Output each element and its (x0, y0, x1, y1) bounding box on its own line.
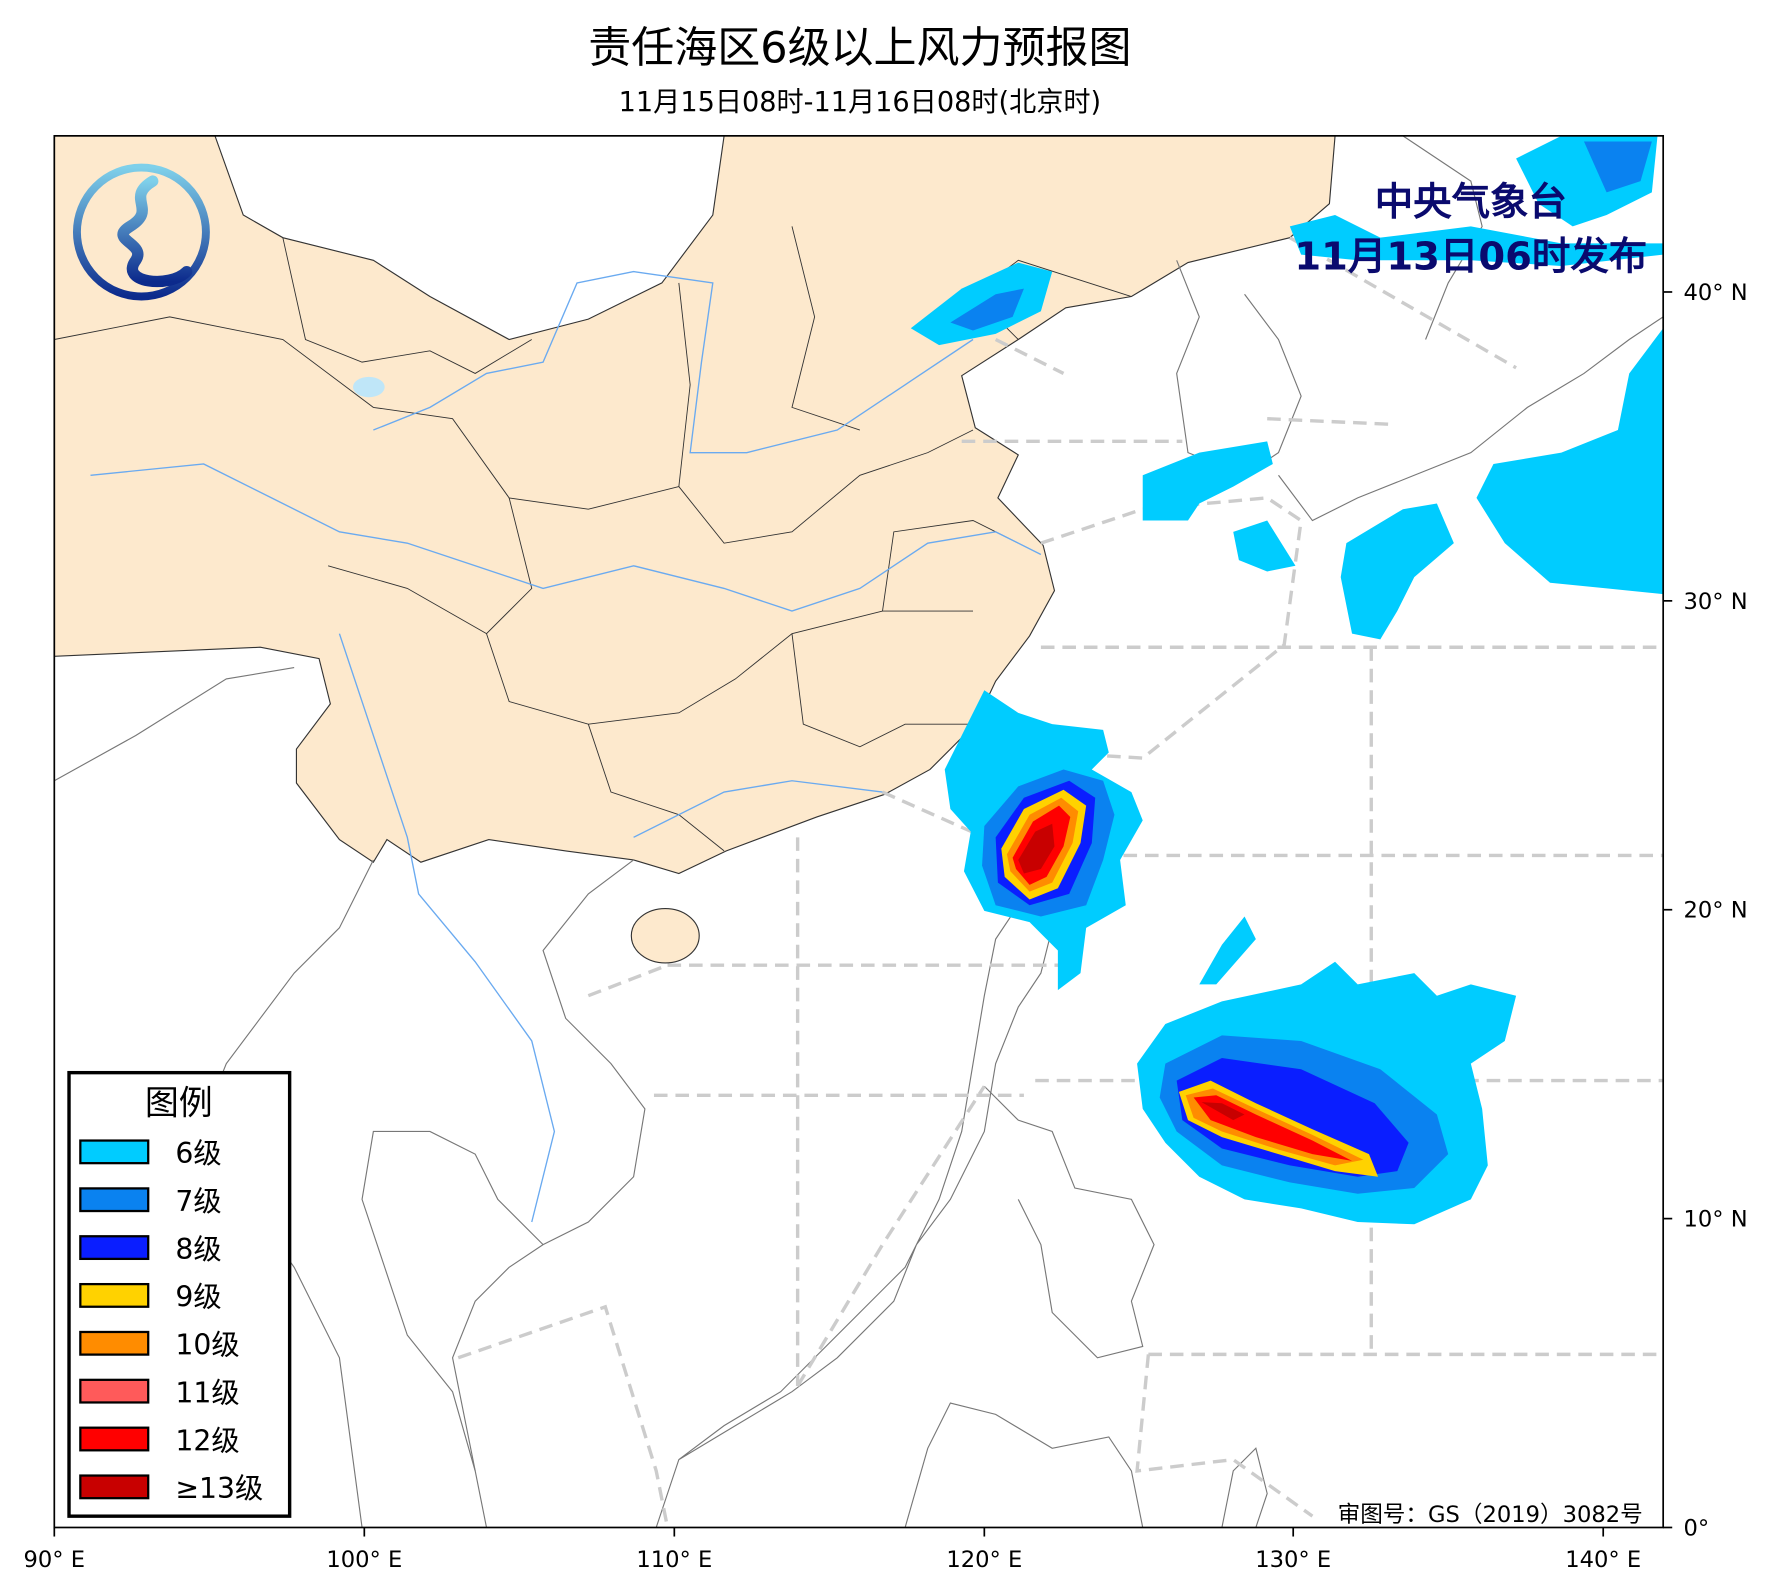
axis-ticks (53, 291, 1673, 1537)
lon-label-90: 90° E (24, 1547, 86, 1573)
legend-item: 9级 (79, 1281, 222, 1314)
lon-label-140: 140° E (1565, 1547, 1641, 1573)
wind-area-japan-east (1142, 328, 1664, 640)
legend-swatch (79, 1426, 150, 1452)
legend-title: 图例 (145, 1084, 213, 1124)
legend-swatch (79, 1330, 150, 1356)
legend-item: 11级 (79, 1376, 240, 1409)
wind-area-northeast (1289, 135, 1664, 266)
lat-label-10: 10° N (1684, 1207, 1748, 1233)
issue-time: 11月13日06时发布 (1294, 234, 1647, 279)
province-borders (54, 226, 1132, 852)
page-subtitle: 11月15日08时-11月16日08时(北京时) (619, 87, 1101, 118)
lon-label-110: 110° E (636, 1547, 712, 1573)
legend-swatch (79, 1187, 150, 1213)
issuer-name: 中央气象台 (1375, 180, 1567, 225)
lat-label-20: 20° N (1684, 898, 1748, 924)
lon-label-100: 100° E (326, 1547, 402, 1573)
legend-swatch (79, 1378, 150, 1404)
legend-item: 8级 (79, 1233, 222, 1266)
legend-item: 6级 (79, 1137, 222, 1170)
lat-label-30: 30° N (1684, 589, 1748, 615)
lat-label-0: 0° (1684, 1515, 1710, 1541)
legend-item: 7级 (79, 1185, 222, 1218)
map-approval-number: 审图号：GS（2019）3082号 (1338, 1502, 1643, 1528)
legend-item: ≥13级 (79, 1472, 263, 1505)
hainan-island (630, 908, 700, 964)
lat-label-40: 40° N (1684, 280, 1748, 306)
legend-label: 8级 (175, 1233, 221, 1266)
lon-label-130: 130° E (1255, 1547, 1331, 1573)
wind-area-typhoon-taiwan (944, 690, 1143, 991)
cma-logo-icon (72, 163, 210, 301)
legend-label: 6级 (175, 1137, 221, 1170)
legend-label: 11级 (175, 1376, 239, 1409)
legend: 图例 6级 7级 8级 9级 10级 11级 12级 ≥13级 (67, 1070, 292, 1518)
legend-swatch (79, 1282, 150, 1308)
wind-area-typhoon-philippine-sea (1137, 916, 1517, 1225)
map-area: 中央气象台 11月13日06时发布 审图号：GS（2019）3082号 (54, 135, 1664, 1528)
legend-swatch (79, 1474, 150, 1500)
sea-area-boundaries (457, 236, 1664, 1528)
legend-item: 12级 (79, 1424, 240, 1457)
map-frame (53, 134, 1665, 1529)
coastlines (54, 135, 1664, 1528)
rivers (90, 270, 1042, 1223)
legend-label: 10级 (175, 1329, 239, 1362)
wind-area-bohai (910, 262, 1053, 346)
legend-label: ≥13级 (175, 1472, 263, 1505)
legend-swatch (79, 1139, 150, 1165)
page-title: 责任海区6级以上风力预报图 (588, 23, 1131, 73)
legend-label: 7级 (175, 1185, 221, 1218)
lon-label-120: 120° E (946, 1547, 1022, 1573)
legend-label: 9级 (175, 1281, 221, 1314)
legend-swatch (79, 1235, 150, 1261)
legend-item: 10级 (79, 1329, 240, 1362)
legend-label: 12级 (175, 1424, 239, 1457)
qinghai-lake (353, 376, 385, 398)
